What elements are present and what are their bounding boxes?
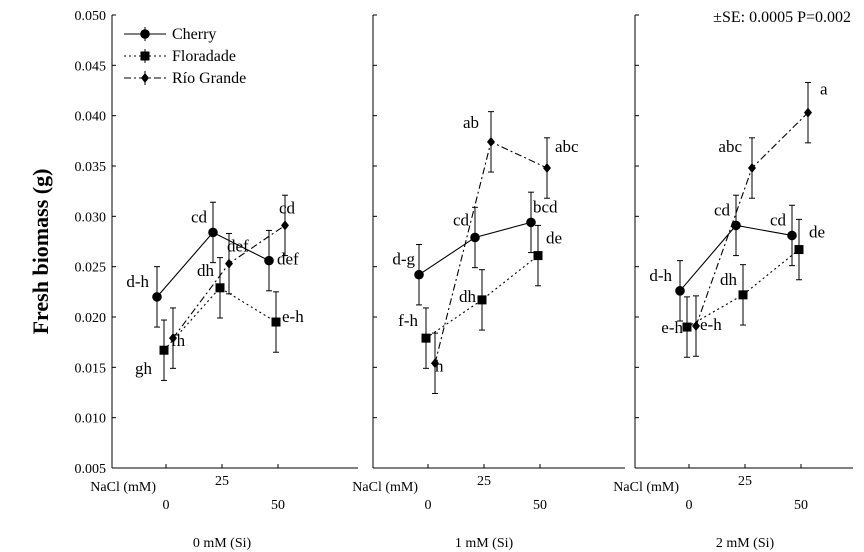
significance-letter: ab: [463, 113, 479, 132]
data-point-r-o-grande: [487, 136, 495, 147]
y-tick-label: 0.025: [75, 261, 107, 276]
significance-letter: abc: [718, 137, 742, 156]
significance-letter: dh: [720, 270, 738, 289]
y-axis-label: Fresh biomass (g): [28, 169, 53, 335]
significance-letter: e-h: [282, 307, 304, 326]
significance-letter: e-h: [700, 315, 722, 334]
x-tick-label: 50: [271, 498, 285, 513]
data-point-cherry: [414, 269, 424, 280]
x-tick-label: 25: [215, 474, 229, 489]
data-point-r-o-grande: [804, 107, 812, 118]
y-tick-label: 0.045: [75, 59, 107, 74]
data-point-cherry: [470, 232, 480, 243]
x-tick-label: 0: [163, 498, 170, 513]
significance-letter: cd: [279, 198, 296, 217]
x-tick-label: 50: [533, 498, 547, 513]
text-layer: 0.005 0.010 0.015 0.020 0.025 0.030 0.035 0.040…: [28, 9, 851, 551]
significance-letter: cd: [714, 200, 731, 219]
series-line-floradade: [425, 255, 539, 339]
data-point-floradade: [533, 251, 543, 261]
data-point-r-o-grande: [281, 220, 289, 231]
data-point-floradade: [159, 345, 169, 355]
significance-letter: def: [277, 250, 299, 269]
data-point-cherry: [208, 227, 218, 238]
data-point-cherry: [264, 255, 274, 266]
series-line-floradade: [686, 249, 800, 328]
significance-letter: d-h: [649, 266, 672, 285]
significance-letter: dh: [459, 287, 477, 306]
significance-letter: cd: [453, 210, 470, 229]
significance-letter: gh: [135, 359, 153, 378]
x-axis-prefix: NaCl (mM): [613, 480, 679, 495]
significance-letter: bcd: [533, 197, 558, 216]
y-tick-label: 0.030: [75, 210, 107, 225]
data-point-r-o-grande: [692, 321, 700, 332]
data-point-r-o-grande: [748, 163, 756, 174]
axes-layer: [111, 14, 853, 469]
data-layer: [124, 27, 812, 395]
y-tick-label: 0.035: [75, 160, 107, 175]
data-point-floradade: [794, 245, 804, 255]
data-point-floradade: [271, 317, 281, 327]
legend-entry: Río Grande: [172, 70, 246, 87]
y-tick-label: 0.050: [75, 9, 107, 24]
data-point-r-o-grande: [225, 258, 233, 269]
significance-letter: e-h: [661, 318, 683, 337]
legend-marker: [140, 51, 150, 61]
data-point-floradade: [738, 290, 748, 300]
x-tick-label: 25: [477, 474, 491, 489]
legend-marker: [141, 73, 149, 83]
significance-letter: cd: [191, 207, 208, 226]
significance-letter: cd: [770, 210, 787, 229]
significance-letter: d-h: [126, 272, 149, 291]
se-annotation: ±SE: 0.0005 P=0.002: [713, 9, 851, 26]
significance-letter: de: [809, 223, 825, 242]
data-point-cherry: [787, 230, 797, 241]
x-tick-label: 0: [425, 498, 432, 513]
y-tick-label: 0.010: [75, 412, 107, 427]
significance-letter: f-h: [398, 311, 418, 330]
x-axis-prefix: NaCl (mM): [352, 480, 418, 495]
data-point-floradade: [682, 322, 692, 332]
panel-label: 2 mM (Si): [716, 536, 775, 551]
data-point-floradade: [477, 295, 487, 305]
legend-marker: [140, 29, 150, 39]
y-tick-label: 0.020: [75, 311, 107, 326]
significance-letter: a: [820, 80, 828, 99]
data-point-r-o-grande: [431, 358, 439, 369]
x-tick-label: 0: [686, 498, 693, 513]
significance-letter: fh: [171, 331, 186, 350]
data-point-r-o-grande: [543, 163, 551, 174]
data-point-floradade: [421, 333, 431, 343]
x-tick-label: 50: [794, 498, 808, 513]
data-point-cherry: [152, 292, 162, 302]
data-point-cherry: [526, 217, 536, 228]
y-tick-label: 0.040: [75, 110, 107, 125]
y-tick-label: 0.005: [75, 462, 107, 477]
y-tick-label: 0.015: [75, 361, 107, 376]
x-axis-prefix: NaCl (mM): [90, 480, 156, 495]
significance-letter: h: [435, 356, 444, 375]
data-point-floradade: [215, 283, 225, 293]
significance-letter: de: [546, 229, 562, 248]
data-point-cherry: [675, 286, 685, 296]
legend-entry: Cherry: [172, 26, 216, 43]
significance-letter: dh: [197, 261, 215, 280]
legend-entry: Floradade: [172, 48, 236, 65]
data-point-r-o-grande: [169, 333, 177, 344]
significance-letter: def: [227, 237, 249, 256]
significance-letter: d-g: [392, 250, 415, 269]
panel-label: 0 mM (Si): [193, 536, 252, 551]
data-point-cherry: [731, 220, 741, 231]
significance-letter: abc: [555, 137, 579, 156]
panel-label: 1 mM (Si): [455, 536, 514, 551]
x-tick-label: 25: [738, 474, 752, 489]
